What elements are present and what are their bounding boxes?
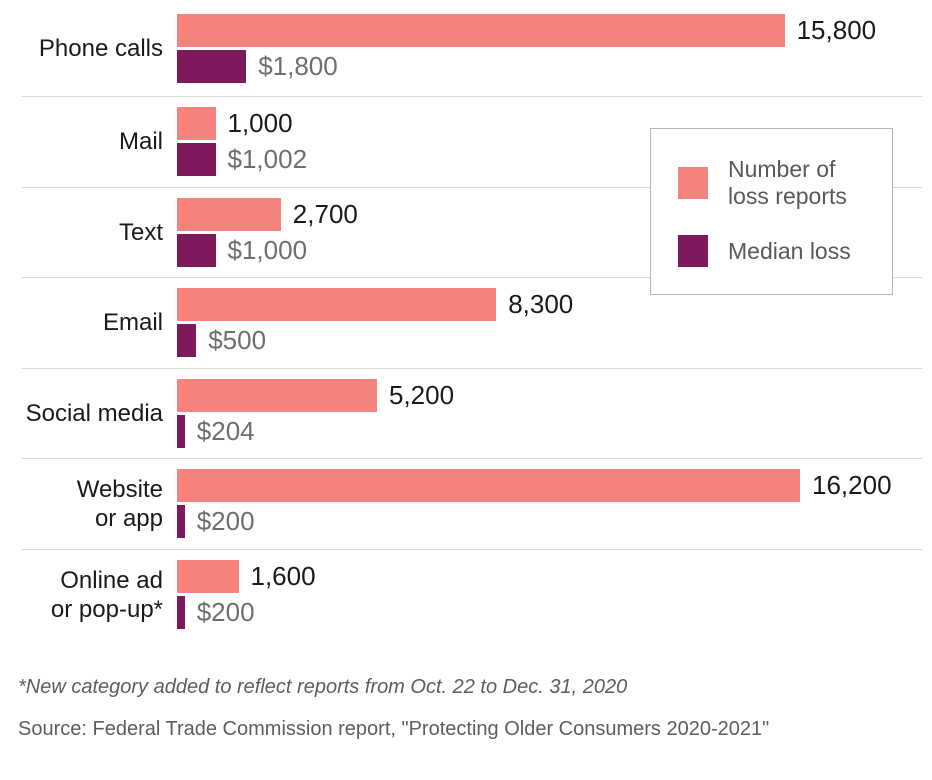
chart-row: Text 2,700 $1,000 <box>22 188 922 278</box>
loss-reports-bar-line: 8,300 <box>177 288 922 322</box>
category-label: Mail <box>118 128 163 156</box>
chart-legend: Number of loss reports Median loss <box>650 128 893 295</box>
chart-rows: Phone calls 15,800 $1,800 Mail 1,000 $1,002 Te… <box>22 0 922 640</box>
loss-reports-bar <box>177 378 377 412</box>
median-loss-value-label: $500 <box>208 325 267 356</box>
median-loss-value-label: $200 <box>196 597 255 628</box>
category-label: Website or app <box>76 475 163 532</box>
legend-label-loss-reports: Number of loss reports <box>728 155 847 209</box>
median-loss-bar-line: $204 <box>177 414 922 448</box>
bar-group: 15,800 $1,800 <box>177 0 922 96</box>
median-loss-bar <box>177 143 216 177</box>
loss-reports-value-label: 5,200 <box>389 379 455 410</box>
loss-reports-value-label: 8,300 <box>508 289 574 320</box>
loss-reports-value-label: 15,800 <box>796 14 877 45</box>
chart-row: Phone calls 15,800 $1,800 <box>22 0 922 97</box>
legend-item-loss-reports: Number of loss reports <box>678 156 892 210</box>
median-loss-value-label: $204 <box>196 415 255 446</box>
median-loss-swatch-icon <box>678 235 708 268</box>
category-label: Online ad or pop-up* <box>50 566 163 623</box>
loss-reports-bar-line: 5,200 <box>177 378 922 412</box>
median-loss-bar-line: $1,000 <box>177 233 922 267</box>
chart-row: Online ad or pop-up* 1,600 $200 <box>22 550 922 641</box>
loss-reports-bar-line: 1,600 <box>177 560 922 594</box>
median-loss-value-label: $1,002 <box>227 144 308 175</box>
footnote-source: Source: Federal Trade Commission report,… <box>18 718 770 740</box>
loss-reports-bar-line: 1,000 <box>177 107 922 141</box>
median-loss-bar <box>177 324 197 358</box>
median-loss-bar <box>177 596 185 630</box>
loss-reports-bar-line: 2,700 <box>177 197 922 231</box>
loss-reports-value-label: 2,700 <box>292 198 358 229</box>
loss-reports-value-label: 1,600 <box>250 561 316 592</box>
category-label: Phone calls <box>38 34 163 62</box>
bar-group: 8,300 $500 <box>177 278 922 368</box>
chart-row: Email 8,300 $500 <box>22 278 922 369</box>
bar-group: 1,600 $200 <box>177 550 922 641</box>
median-loss-value-label: $1,000 <box>227 234 308 265</box>
loss-reports-bar <box>177 107 216 141</box>
loss-reports-bar-line: 16,200 <box>177 469 922 503</box>
median-loss-value-label: $200 <box>196 506 255 537</box>
loss-reports-bar <box>177 560 239 594</box>
bar-group: 2,700 $1,000 <box>177 188 922 278</box>
loss-reports-swatch-icon <box>678 166 708 199</box>
median-loss-bar-line: $500 <box>177 324 922 358</box>
median-loss-bar <box>177 505 185 539</box>
loss-reports-bar <box>177 197 281 231</box>
loss-reports-bar <box>177 469 800 503</box>
legend-item-median-loss: Median loss <box>678 235 892 268</box>
median-loss-bar <box>177 49 247 83</box>
category-label: Email <box>102 309 163 337</box>
loss-reports-bar <box>177 288 497 322</box>
median-loss-bar <box>177 233 216 267</box>
category-label: Text <box>118 218 163 246</box>
bar-group: 5,200 $204 <box>177 369 922 459</box>
category-label: Social media <box>25 399 163 427</box>
chart-row: Mail 1,000 $1,002 <box>22 97 922 188</box>
loss-reports-value-label: 1,000 <box>227 108 293 139</box>
bar-group: 1,000 $1,002 <box>177 97 922 187</box>
median-loss-bar-line: $200 <box>177 505 922 539</box>
footnote-new-category: *New category added to reflect reports f… <box>18 676 628 698</box>
chart-row: Website or app 16,200 $200 <box>22 459 922 550</box>
legend-label-median-loss: Median loss <box>728 237 851 264</box>
loss-reports-bar-line: 15,800 <box>177 13 922 47</box>
loss-reports-bar <box>177 13 785 47</box>
bar-group: 16,200 $200 <box>177 459 922 549</box>
median-loss-bar-line: $1,800 <box>177 49 922 83</box>
median-loss-value-label: $1,800 <box>258 50 338 81</box>
median-loss-bar <box>177 414 185 448</box>
loss-reports-value-label: 16,200 <box>812 470 892 501</box>
median-loss-bar-line: $200 <box>177 596 922 630</box>
median-loss-bar-line: $1,002 <box>177 143 922 177</box>
chart-row: Social media 5,200 $204 <box>22 369 922 459</box>
